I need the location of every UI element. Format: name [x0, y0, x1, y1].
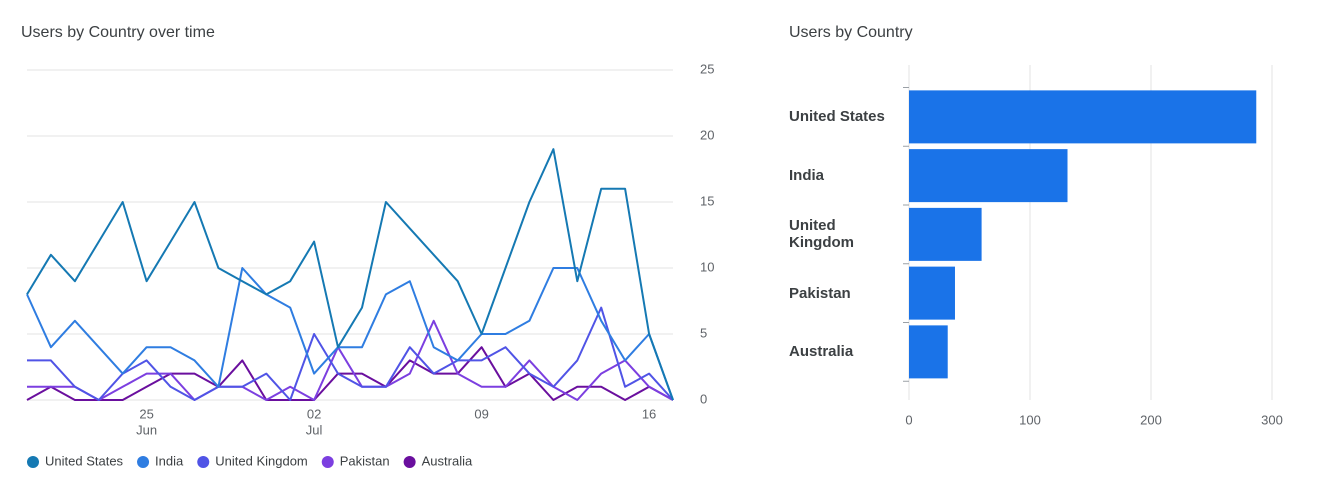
y-tick-label: 10 [700, 259, 714, 274]
y-tick-label: Pakistan [789, 284, 851, 302]
bar [909, 207, 982, 261]
x-tick-label: 0 [905, 412, 912, 427]
y-tick-label: Australia [789, 343, 854, 361]
y-tick-label: United Kingdom [789, 217, 854, 252]
line-chart-title: Users by Country over time [21, 24, 215, 41]
series-line [26, 148, 674, 401]
legend-label: United States [45, 453, 124, 468]
bar [909, 266, 955, 320]
x-tick-label: 25 [139, 406, 153, 421]
legend-swatch [321, 456, 334, 468]
legend-swatch [27, 456, 39, 468]
legend-swatch [137, 456, 150, 468]
bar [909, 325, 948, 379]
y-tick-label: United States [789, 108, 885, 126]
legend-label: Australia [422, 453, 473, 468]
y-tick-label: 0 [700, 391, 707, 406]
legend-swatch [197, 456, 210, 468]
x-tick-sublabel: Jun [136, 422, 157, 437]
y-tick-label: India [789, 167, 825, 185]
series-line [26, 267, 674, 401]
y-tick-label: 25 [700, 61, 714, 76]
x-tick-label: 02 [307, 406, 321, 421]
x-tick-sublabel: Jul [306, 422, 323, 437]
x-tick-label: 300 [1261, 412, 1283, 427]
y-tick-label: 20 [700, 127, 714, 142]
bar [909, 90, 1257, 144]
x-tick-label: 100 [1019, 412, 1041, 427]
series-line [27, 319, 674, 401]
bar-chart-title: Users by Country [789, 24, 913, 41]
legend-label: United Kingdom [215, 453, 308, 468]
x-tick-label: 200 [1140, 412, 1162, 427]
legend-swatch [403, 456, 416, 468]
bar [909, 149, 1068, 203]
series-line [27, 306, 674, 401]
y-tick-label: 5 [700, 325, 707, 340]
legend-label: India [155, 453, 184, 468]
legend-label: Pakistan [340, 453, 390, 468]
y-tick-label: 15 [700, 193, 714, 208]
x-tick-label: 16 [642, 406, 656, 421]
x-tick-label: 09 [474, 406, 488, 421]
